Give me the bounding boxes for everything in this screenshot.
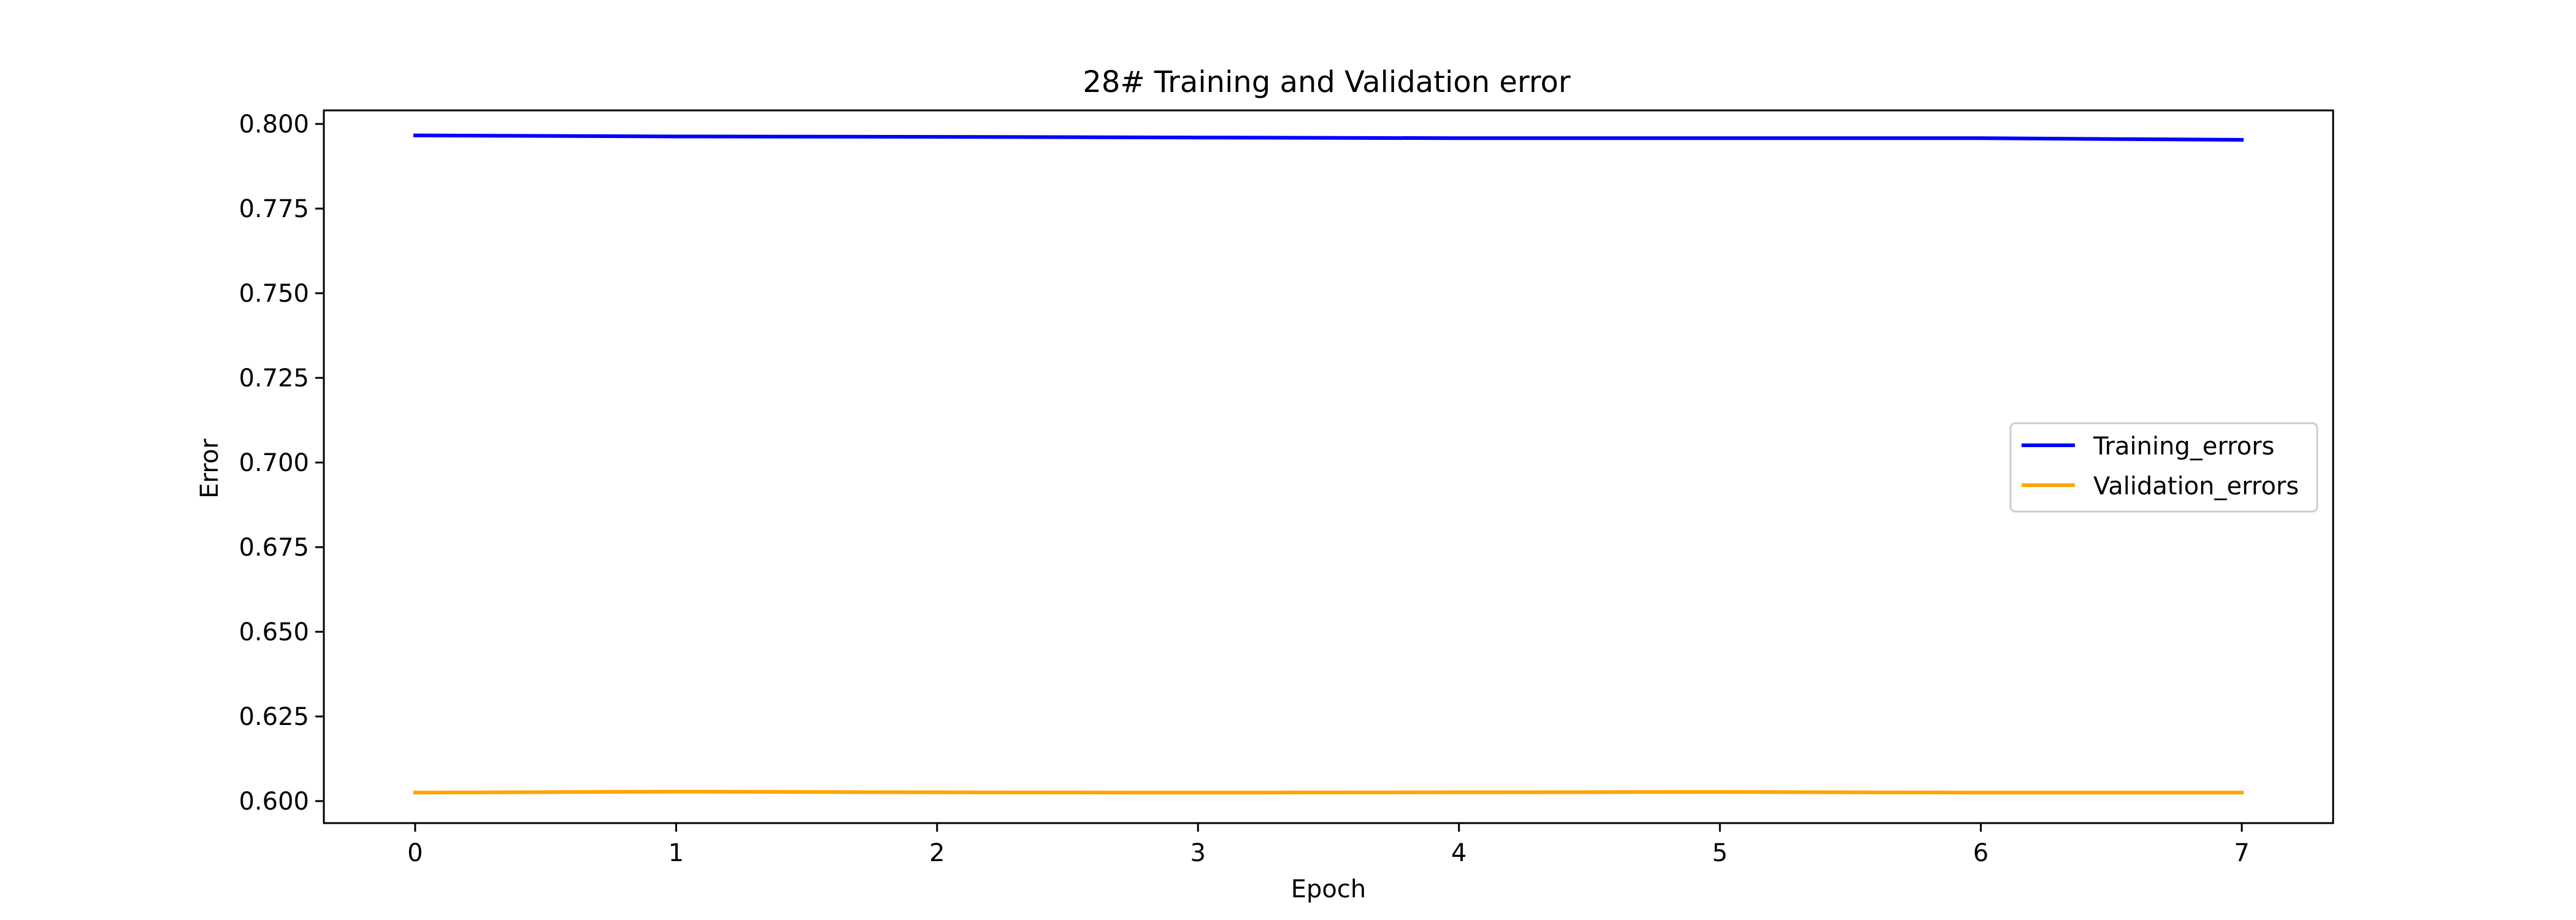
x-tick-label: 4 xyxy=(1451,839,1466,867)
x-tick-label: 5 xyxy=(1712,839,1727,867)
legend: Training_errors Validation_errors xyxy=(2009,422,2318,513)
y-tick-label: 0.625 xyxy=(239,703,309,731)
y-axis-label: Error xyxy=(196,439,224,499)
x-tick-label: 2 xyxy=(929,839,945,867)
legend-label-training: Training_errors xyxy=(2093,432,2275,461)
x-tick-label: 6 xyxy=(1973,839,1988,867)
y-tick-label: 0.750 xyxy=(239,280,309,308)
y-axis: 0.600 0.625 0.650 0.675 0.700 0.725 0.750 0.775… xyxy=(239,110,324,816)
y-tick-label: 0.700 xyxy=(239,449,309,477)
series-layer xyxy=(413,133,2244,795)
x-axis: 0 1 2 3 4 5 6 7 xyxy=(407,823,2250,867)
x-tick-label: 7 xyxy=(2234,839,2249,867)
legend-frame xyxy=(2009,422,2318,513)
y-tick-label: 0.800 xyxy=(239,110,309,139)
y-tick-label: 0.775 xyxy=(239,195,309,223)
y-tick-label: 0.675 xyxy=(239,534,309,562)
y-tick-label: 0.600 xyxy=(239,788,309,816)
x-axis-label: Epoch xyxy=(1291,875,1366,903)
chart-title: 28# Training and Validation error xyxy=(1083,65,1571,99)
x-tick-label: 0 xyxy=(407,839,423,867)
series-line-1 xyxy=(413,789,2244,795)
y-tick-label: 0.650 xyxy=(239,618,309,646)
series-line-0 xyxy=(413,133,2244,142)
y-tick-label: 0.725 xyxy=(239,364,309,393)
plot-area-frame xyxy=(323,109,2334,824)
legend-label-validation: Validation_errors xyxy=(2093,472,2299,500)
x-tick-label: 3 xyxy=(1190,839,1206,867)
x-tick-label: 1 xyxy=(669,839,684,867)
